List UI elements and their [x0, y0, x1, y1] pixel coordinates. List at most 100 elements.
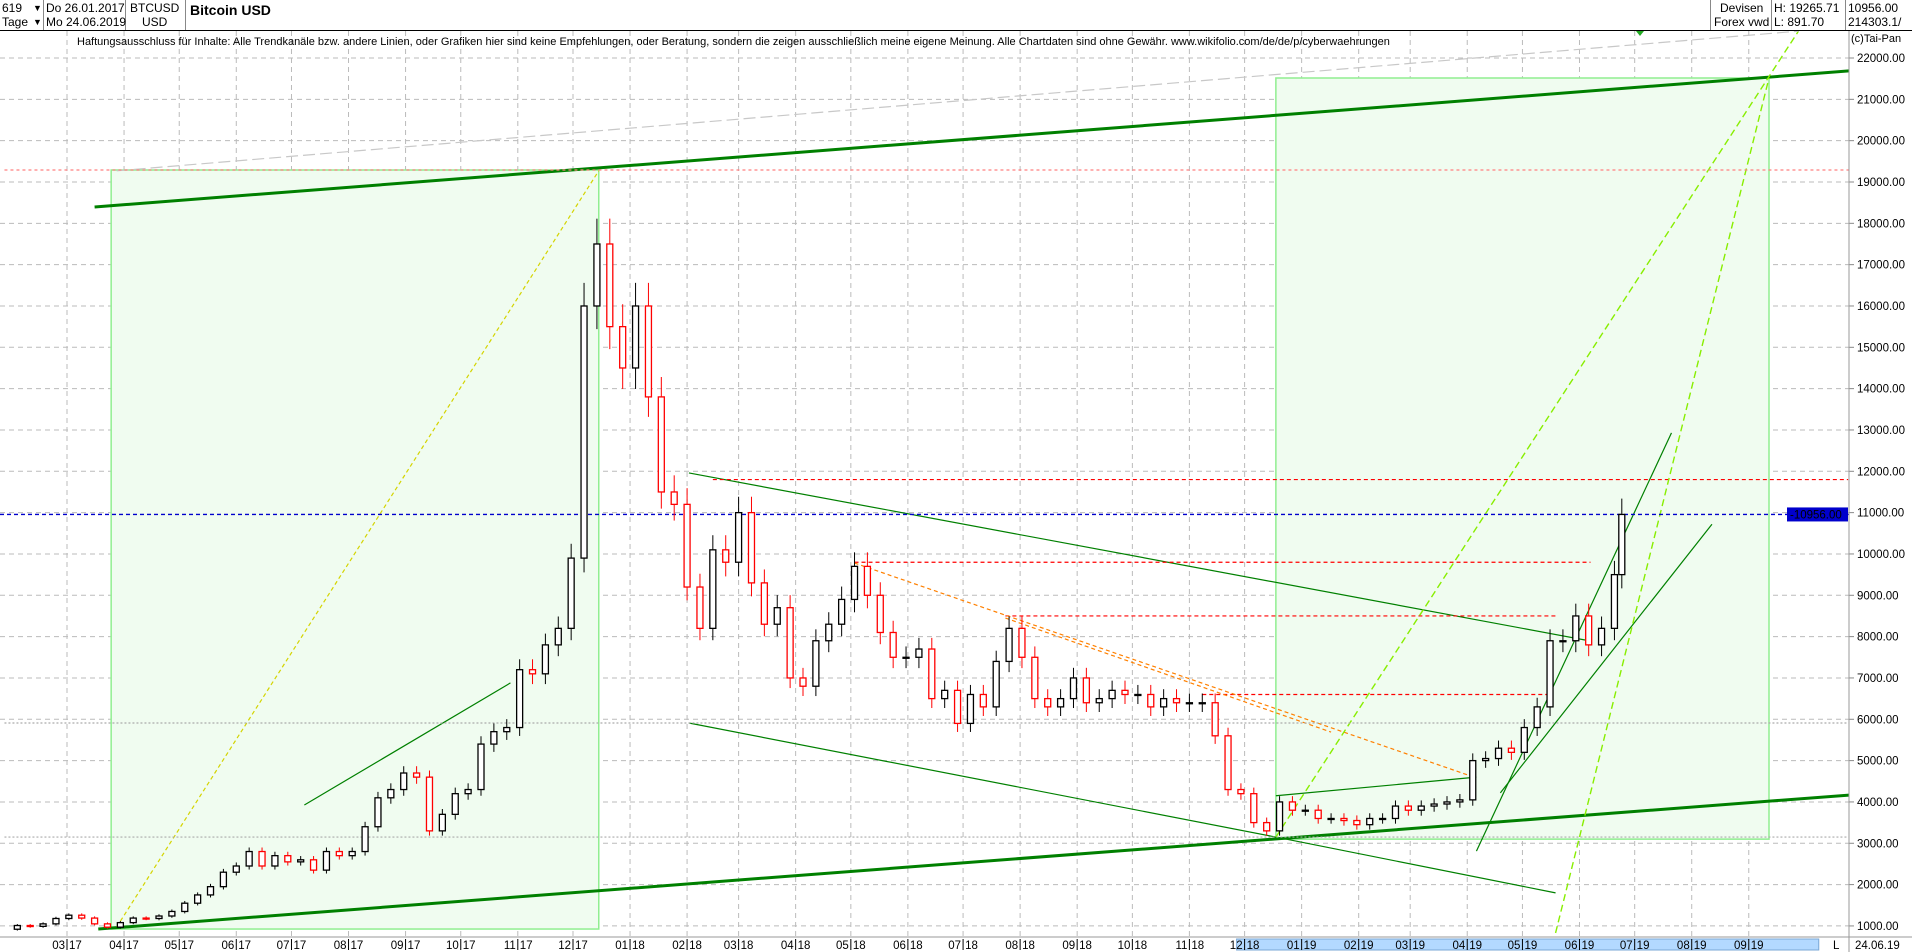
candle-down	[1585, 615, 1593, 646]
trendline-trend	[304, 682, 511, 806]
candle-down	[309, 859, 318, 871]
x-tick-label: 03	[52, 940, 65, 952]
candle-up	[155, 915, 163, 920]
candle-down	[644, 305, 653, 398]
candle-up	[966, 693, 975, 725]
period-selector[interactable]: 619 ▼ Tage ▼	[0, 0, 44, 30]
trendline-gray	[116, 31, 1799, 172]
y-tick-label: 14000.00	[1857, 384, 1905, 396]
candle-up	[837, 598, 846, 625]
y-tick-label: 20000.00	[1857, 136, 1905, 148]
highlight-box	[1275, 77, 1770, 840]
x-tick-label: 19	[1304, 940, 1317, 952]
candle-up	[232, 865, 240, 873]
x-tick-label: 10	[446, 940, 459, 952]
x-tick-label: 17	[69, 940, 82, 952]
candle-up	[1618, 513, 1626, 576]
x-tick-label: 07	[1620, 940, 1633, 952]
candle-down	[683, 503, 691, 588]
candle-up	[1533, 706, 1541, 729]
candle-up	[825, 623, 833, 642]
x-tick-label: 05	[164, 940, 177, 952]
x-tick-label: 18	[689, 940, 702, 952]
candle-up	[812, 640, 820, 687]
candle-up	[1559, 640, 1567, 643]
x-tick-label: 09	[1734, 940, 1747, 952]
candle-up	[1327, 817, 1335, 821]
candle-down	[1314, 809, 1322, 820]
trendline-trend	[1275, 836, 1556, 894]
candle-up	[850, 565, 859, 601]
candle-down	[1211, 702, 1219, 737]
candle-down	[1250, 793, 1258, 824]
candle-down	[606, 243, 614, 328]
chevron-down-icon[interactable]: ▼	[33, 17, 42, 27]
chevron-down-icon[interactable]: ▼	[33, 3, 42, 13]
candle-up	[181, 902, 189, 913]
candle-down	[863, 565, 872, 596]
x-tick-label: 19	[1412, 940, 1425, 952]
candle-down	[1172, 697, 1181, 704]
x-tick-label: 17	[463, 940, 476, 952]
last-price-label: -10956.00	[1790, 509, 1842, 521]
y-tick-label: 17000.00	[1857, 260, 1905, 272]
candle-down	[786, 607, 794, 679]
x-tick-label: 19	[1469, 940, 1482, 952]
period-unit[interactable]: Tage	[2, 15, 29, 29]
y-tick-label: 9000.00	[1857, 590, 1899, 602]
candle-down	[928, 648, 936, 700]
candle-up	[1275, 801, 1284, 832]
x-tick-label: 18	[1191, 940, 1204, 952]
candle-up	[1108, 689, 1116, 700]
trendline-trend	[688, 722, 1276, 838]
x-tick-label: 19	[1694, 940, 1707, 952]
y-tick-label: 5000.00	[1857, 756, 1899, 768]
x-tick-label: 01	[615, 940, 628, 952]
candle-up	[322, 850, 331, 871]
y-tick-label: 15000.00	[1857, 342, 1905, 354]
x-tick-label: 18	[1022, 940, 1035, 952]
candle-up	[1069, 677, 1078, 700]
y-tick-label: 21000.00	[1857, 94, 1905, 106]
candle-up	[515, 669, 524, 729]
candle-down	[953, 689, 962, 725]
candle-up	[168, 910, 176, 917]
x-tick-label: 05	[836, 940, 849, 952]
candle-up	[490, 731, 498, 745]
x-tick-label: 02	[1344, 940, 1357, 952]
period-count[interactable]: 619	[2, 1, 23, 15]
y-axis: 1000.00 2000.00 3000.00 4000.00 5000.00 6000.…	[1636, 31, 1905, 952]
candle-up	[1597, 627, 1606, 646]
trendline-trend	[1275, 776, 1477, 797]
candle-down	[657, 396, 665, 493]
candle-up	[116, 921, 125, 928]
y-tick-label: 18000.00	[1857, 218, 1905, 230]
candle-up	[477, 743, 485, 791]
market-box: Devisen Forex vwd	[1710, 0, 1772, 30]
candle-up	[65, 914, 73, 920]
symbol: BTCUSD	[130, 1, 180, 15]
candle-down	[1121, 689, 1129, 696]
candle-up	[1095, 697, 1103, 704]
candle-down	[284, 855, 292, 863]
x-tick-label: 03	[724, 940, 737, 952]
x-tick-label: 19	[1524, 940, 1537, 952]
candle-down	[412, 772, 421, 778]
trendline-trend-thick	[98, 793, 1849, 931]
last-price-badge	[1787, 507, 1848, 522]
candle-up	[297, 859, 305, 863]
x-tick-label: 17	[126, 940, 139, 952]
candle-up	[1430, 803, 1438, 807]
candle-up	[361, 826, 369, 853]
x-tick-label: 06	[893, 940, 906, 952]
high-low-box: H: 19265.71 L: 891.70	[1772, 0, 1846, 30]
x-tick-label: 01	[1287, 940, 1300, 952]
chart-header: 619 ▼ Tage ▼ Do 26.01.2017 Mo 24.06.2019…	[0, 0, 1912, 31]
candle-up	[902, 656, 910, 659]
candle-up	[400, 772, 408, 791]
candle-up	[1159, 697, 1168, 708]
low-value: L: 891.70	[1774, 15, 1825, 29]
x-tick-label: 09	[391, 940, 404, 952]
x-tick-label: 06	[221, 940, 234, 952]
